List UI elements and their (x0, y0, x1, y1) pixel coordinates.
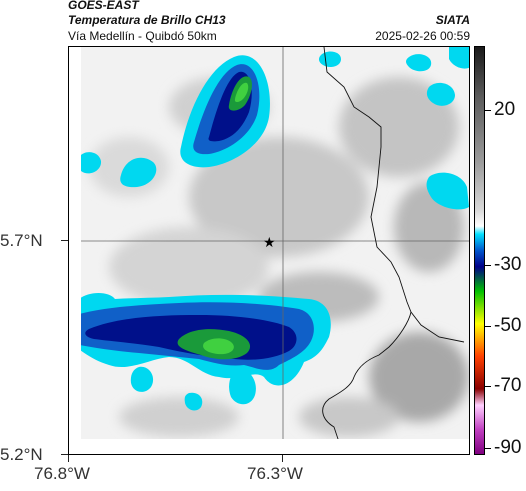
coastline (322, 354, 380, 454)
cloud-edges-east (449, 47, 469, 69)
convective-cell-north (76, 51, 469, 210)
map-canvas: ★ (69, 47, 469, 454)
route-label: Vía Medellín - Quibdó 50km (68, 29, 217, 43)
colorbar-tick-m90 (485, 448, 491, 449)
datetime-label: 2025-02-26 00:59 (375, 29, 470, 43)
satellite-map[interactable]: ★ (68, 46, 470, 455)
colorbar-tick-20 (485, 110, 491, 111)
colorbar-label-m50: -50 (494, 315, 522, 336)
org-label: SIATA (435, 13, 470, 27)
colorbar-tick-m30 (485, 265, 491, 266)
lat-tick-1 (61, 240, 68, 241)
lon-tick-2 (282, 455, 283, 462)
colorbar-tick-m70 (485, 386, 491, 387)
lat-tick-2 (61, 454, 68, 455)
colorbar-label-m90: -90 (494, 437, 522, 458)
border-line (323, 47, 465, 343)
lon-label-76.8: 76.8°W (34, 464, 90, 483)
product-title: GOES-EAST (68, 0, 139, 12)
lon-tick-1 (68, 455, 69, 462)
colorbar-tick-m50 (485, 326, 491, 327)
lat-label-5.7: 5.7°N (0, 231, 43, 250)
lat-label-5.2: 5.2°N (0, 445, 43, 464)
colorbar-label-20: 20 (494, 99, 516, 120)
colorbar-label-m30: -30 (494, 254, 522, 275)
star-icon[interactable]: ★ (263, 235, 276, 251)
lon-label-76.3: 76.3°W (247, 464, 303, 483)
border-line-2 (378, 311, 412, 356)
colorbar (474, 46, 485, 455)
convective-band-south (69, 293, 331, 411)
product-subtitle: Temperatura de Brillo CH13 (68, 13, 226, 27)
colorbar-label-m70: -70 (494, 375, 522, 396)
